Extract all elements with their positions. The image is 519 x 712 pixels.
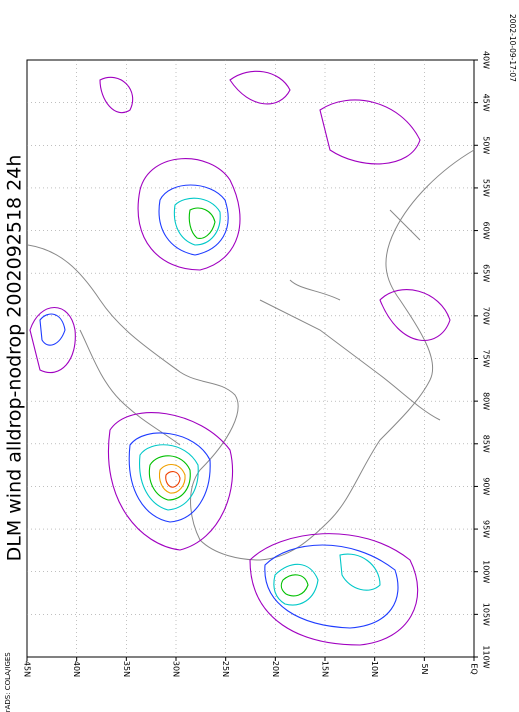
credit: GrADS: COLA/IGES [4,652,12,712]
lat-label: 25N [221,661,230,677]
coastline [79,329,181,446]
contour [188,207,216,239]
contour [29,70,451,373]
lat-label: 15N [321,661,330,677]
contours [29,70,451,646]
contour [264,544,399,629]
contour [148,455,191,501]
contour [39,313,66,346]
lat-label: 30N [172,661,181,677]
lon-label: 85W [482,435,491,453]
lon-label: 80W [482,392,491,410]
lon-label: 75W [482,349,491,367]
contour [137,158,241,271]
lon-label: 65W [482,264,491,282]
coastline [289,209,421,301]
contour [280,574,309,597]
lon-label: 60W [482,222,491,240]
lon-label: 95W [482,520,491,538]
lat-label: 10N [370,661,379,677]
lat-label: 35N [122,661,131,677]
coastline [259,299,441,421]
lat-label: 40N [72,661,81,677]
coastlines [27,149,475,561]
timestamp: 2002-10-09-17:07 [508,14,517,82]
contour [273,553,381,606]
contour [139,444,199,511]
contour [108,412,234,551]
graticule [27,60,474,657]
lon-label: 55W [482,179,491,197]
lat-label: 45N [23,661,32,677]
lat-label: 20N [271,661,280,677]
lon-label: 45W [482,94,491,112]
lon-label: 100W [482,560,491,583]
lon-label: 50W [482,136,491,154]
contour [249,533,419,646]
coastline [27,149,475,561]
lon-label: 70W [482,307,491,325]
lon-label: 40W [482,51,491,69]
lon-label: 90W [482,477,491,495]
lon-label: 105W [482,603,491,626]
contour [165,471,181,488]
contour [158,464,186,494]
map-title: DLM wind alldrop-nodrop 2002092518 24h [4,155,26,562]
lat-label: 5N [420,663,429,674]
contour [158,184,229,256]
contour [128,432,211,523]
contour [173,197,221,246]
lon-label: 110W [482,645,491,668]
lat-label: EQ [470,663,479,674]
